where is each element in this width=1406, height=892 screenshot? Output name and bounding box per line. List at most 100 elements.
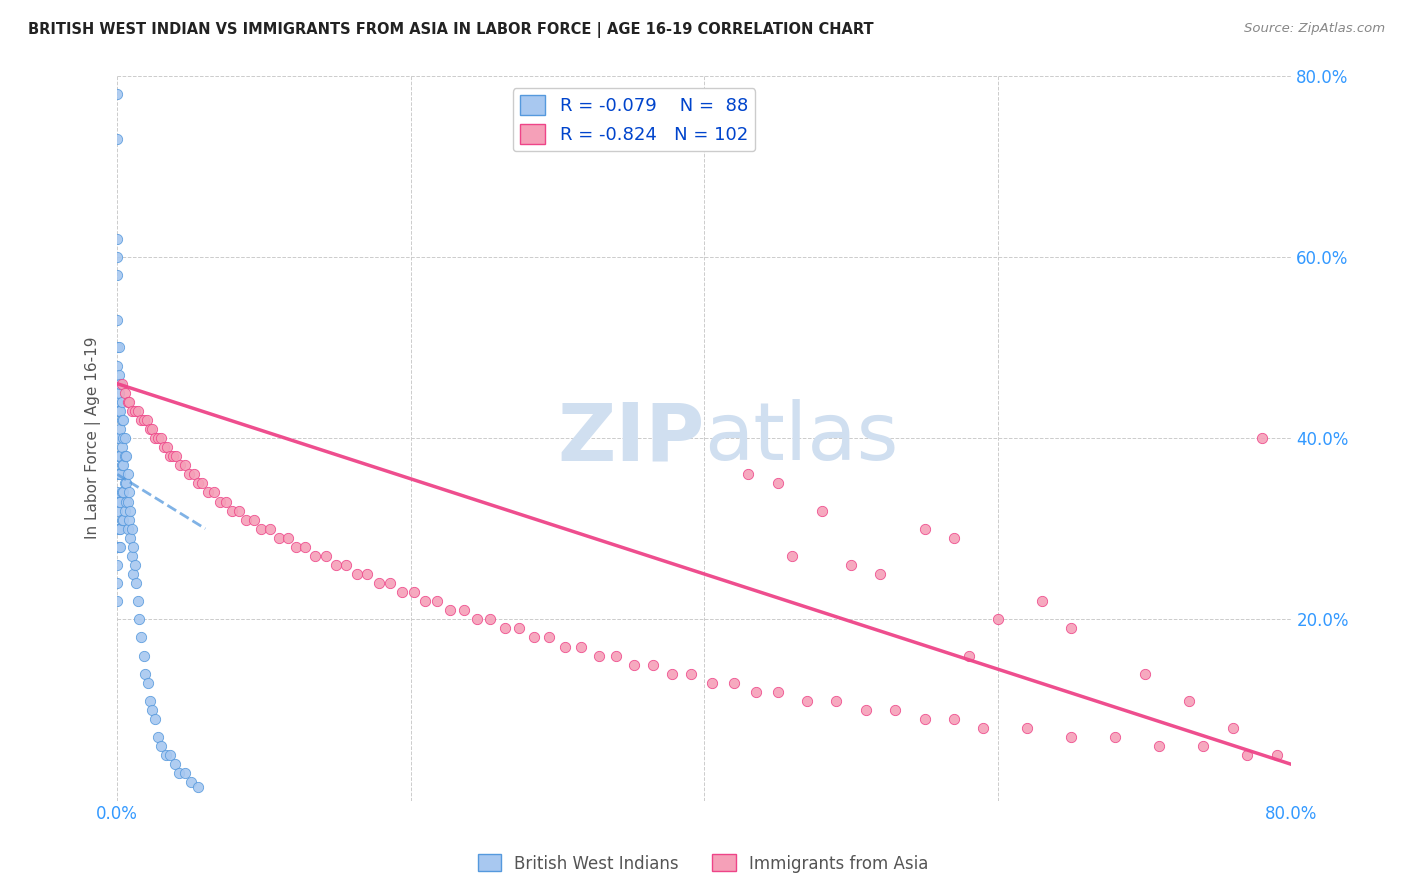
Point [117, 467, 139, 482]
Point [1104, 730, 1126, 744]
Point [132, 413, 155, 427]
Point [745, 685, 768, 699]
Point [479, 612, 502, 626]
Point [1222, 721, 1244, 735]
Point [987, 612, 1010, 626]
Point [508, 621, 530, 635]
Point [111, 394, 134, 409]
Point [105, 250, 128, 264]
Point [661, 666, 683, 681]
Point [105, 522, 128, 536]
Point [159, 449, 181, 463]
Point [108, 404, 131, 418]
Point [115, 476, 138, 491]
Point [111, 485, 134, 500]
Point [107, 404, 129, 418]
Point [766, 476, 789, 491]
Point [167, 766, 190, 780]
Point [391, 585, 413, 599]
Point [1017, 721, 1039, 735]
Point [179, 467, 201, 482]
Point [108, 522, 131, 536]
Text: BRITISH WEST INDIAN VS IMMIGRANTS FROM ASIA IN LABOR FORCE | AGE 16-19 CORRELATI: BRITISH WEST INDIAN VS IMMIGRANTS FROM A… [28, 22, 873, 38]
Point [426, 594, 449, 608]
Point [228, 503, 250, 517]
Point [118, 394, 141, 409]
Point [304, 549, 326, 563]
Point [105, 431, 128, 445]
Text: Source: ZipAtlas.com: Source: ZipAtlas.com [1244, 22, 1385, 36]
Point [105, 503, 128, 517]
Point [105, 232, 128, 246]
Point [150, 431, 173, 445]
Point [294, 540, 316, 554]
Point [165, 449, 187, 463]
Point [105, 576, 128, 591]
Point [169, 458, 191, 473]
Point [914, 712, 936, 726]
Point [138, 422, 160, 436]
Point [107, 368, 129, 382]
Point [537, 631, 560, 645]
Point [118, 513, 141, 527]
Point [129, 413, 152, 427]
Point [380, 576, 402, 591]
Point [439, 603, 461, 617]
Point [105, 340, 128, 354]
Point [129, 631, 152, 645]
Point [914, 522, 936, 536]
Point [884, 703, 907, 717]
Point [1060, 730, 1083, 744]
Point [118, 485, 141, 500]
Text: atlas: atlas [704, 399, 898, 477]
Point [141, 422, 163, 436]
Point [153, 440, 176, 454]
Point [114, 476, 136, 491]
Point [1265, 748, 1288, 763]
Point [191, 476, 214, 491]
Point [148, 730, 170, 744]
Point [737, 467, 759, 482]
Point [124, 404, 146, 418]
Point [1251, 431, 1274, 445]
Point [121, 522, 143, 536]
Point [187, 476, 209, 491]
Point [1149, 739, 1171, 754]
Point [114, 431, 136, 445]
Point [138, 694, 160, 708]
Point [107, 540, 129, 554]
Point [869, 567, 891, 582]
Point [108, 376, 131, 391]
Point [569, 640, 592, 654]
Point [115, 449, 138, 463]
Point [121, 549, 143, 563]
Point [134, 666, 156, 681]
Legend: R = -0.079    N =  88, R = -0.824   N = 102: R = -0.079 N = 88, R = -0.824 N = 102 [513, 88, 755, 152]
Point [108, 540, 131, 554]
Point [105, 540, 128, 554]
Legend: British West Indians, Immigrants from Asia: British West Indians, Immigrants from As… [471, 847, 935, 880]
Point [221, 503, 243, 517]
Point [105, 376, 128, 391]
Point [180, 775, 202, 789]
Point [156, 440, 179, 454]
Point [325, 558, 347, 572]
Point [112, 485, 135, 500]
Point [415, 594, 437, 608]
Point [523, 631, 546, 645]
Point [111, 413, 134, 427]
Point [1133, 666, 1156, 681]
Point [114, 449, 136, 463]
Point [681, 666, 703, 681]
Point [122, 540, 145, 554]
Point [105, 594, 128, 608]
Point [315, 549, 337, 563]
Text: ZIP: ZIP [557, 399, 704, 477]
Point [588, 648, 610, 663]
Point [111, 440, 134, 454]
Point [150, 739, 173, 754]
Point [111, 376, 134, 391]
Point [825, 694, 848, 708]
Point [267, 531, 290, 545]
Point [111, 458, 134, 473]
